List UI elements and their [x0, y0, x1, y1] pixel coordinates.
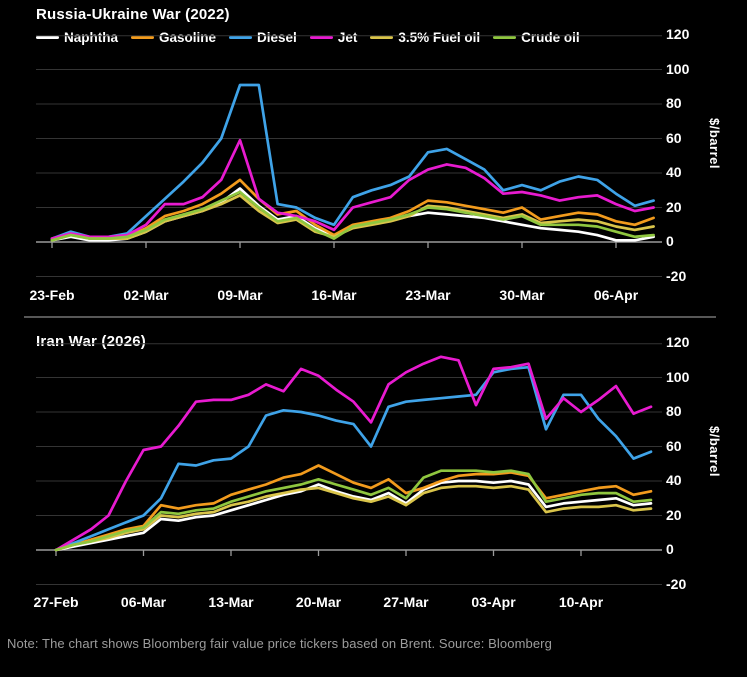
bottom-y-axis-title: $/barrel: [707, 425, 722, 477]
x-tick-label: 16-Mar: [311, 287, 357, 303]
legend-swatch-jet: [309, 35, 333, 40]
x-tick-label: 02-Mar: [123, 287, 169, 303]
x-tick-label: 06-Apr: [593, 287, 639, 303]
y-tick-label: 60: [666, 129, 682, 146]
chart-legend: Naphtha Gasoline Diesel Jet 3.5% Fuel oil Cru…: [36, 30, 580, 45]
x-tick-label: 27-Mar: [383, 594, 429, 610]
legend-label: Jet: [337, 30, 358, 45]
top-chart-title: Russia-Ukraine War (2022): [36, 6, 230, 23]
legend-swatch-naphtha: [36, 35, 59, 40]
legend-item-naphtha: Naphtha: [36, 30, 118, 45]
y-tick-label: 20: [666, 198, 682, 215]
y-tick-label: 40: [666, 472, 682, 488]
y-tick-label: 0: [666, 233, 674, 249]
legend-label: Gasoline: [159, 30, 217, 45]
series-line-diesel: [50, 83, 655, 240]
y-tick-label: -20: [666, 575, 687, 592]
x-tick-label: 06-Mar: [120, 594, 167, 610]
x-tick-label: 03-Apr: [471, 594, 516, 610]
legend-item-diesel: Diesel: [229, 30, 297, 45]
legend-item-3-5-fuel-oil: 3.5% Fuel oil: [370, 30, 480, 45]
legend-swatch-gasoline: [131, 35, 154, 40]
series-line-diesel: [54, 365, 653, 552]
legend-label: Diesel: [257, 30, 297, 45]
series-line-gasoline: [50, 178, 655, 240]
legend-label: 3.5% Fuel oil: [398, 30, 481, 45]
x-tick-label: 20-Mar: [295, 594, 342, 610]
legend-swatch-diesel: [229, 35, 253, 40]
y-tick-label: 40: [666, 164, 682, 180]
y-tick-label: 120: [666, 334, 690, 350]
y-tick-label: 80: [666, 95, 682, 111]
y-tick-label: 80: [666, 403, 682, 419]
series-line-3-5-fuel-oil: [50, 194, 655, 242]
x-tick-label: 09-Mar: [217, 287, 263, 303]
y-tick-label: 0: [666, 541, 674, 557]
y-tick-label: 100: [666, 60, 690, 77]
x-tick-label: 30-Mar: [499, 287, 545, 303]
series-line-3-5-fuel-oil: [54, 484, 653, 552]
bottom-chart-plot-area: [36, 343, 662, 585]
legend-swatch-crude-oil: [493, 35, 517, 40]
series-line-gasoline: [54, 464, 653, 552]
legend-label: Naphtha: [64, 30, 118, 45]
y-tick-label: 60: [666, 437, 682, 454]
y-tick-label: 20: [666, 506, 682, 523]
legend-item-jet: Jet: [309, 30, 358, 45]
x-tick-label: 23-Mar: [405, 287, 451, 303]
y-tick-label: 120: [666, 26, 690, 42]
bottom-chart-title: Iran War (2026): [36, 333, 146, 350]
top-y-axis-title: $/barrel: [707, 117, 722, 169]
series-line-crude-oil: [50, 190, 655, 242]
series-line-crude-oil: [54, 469, 653, 552]
x-tick-label: 10-Apr: [558, 594, 604, 610]
y-tick-label: 100: [666, 368, 690, 385]
top-chart-plot-area: [36, 35, 662, 277]
legend-item-gasoline: Gasoline: [131, 30, 216, 45]
legend-swatch-3-5-fuel-oil: [370, 35, 394, 40]
legend-item-crude-oil: Crude oil: [493, 30, 580, 45]
x-tick-label: 27-Feb: [33, 594, 79, 610]
legend-label: Crude oil: [521, 30, 580, 45]
y-tick-label: -20: [666, 267, 687, 284]
x-tick-label: 23-Feb: [29, 287, 75, 303]
series-line-jet: [50, 138, 655, 240]
source-note: Note: The chart shows Bloomberg fair val…: [7, 636, 552, 651]
x-tick-label: 13-Mar: [208, 594, 254, 610]
chart-separator-line: [24, 316, 716, 318]
series-line-jet: [54, 355, 653, 552]
series-line-naphtha: [54, 479, 653, 552]
